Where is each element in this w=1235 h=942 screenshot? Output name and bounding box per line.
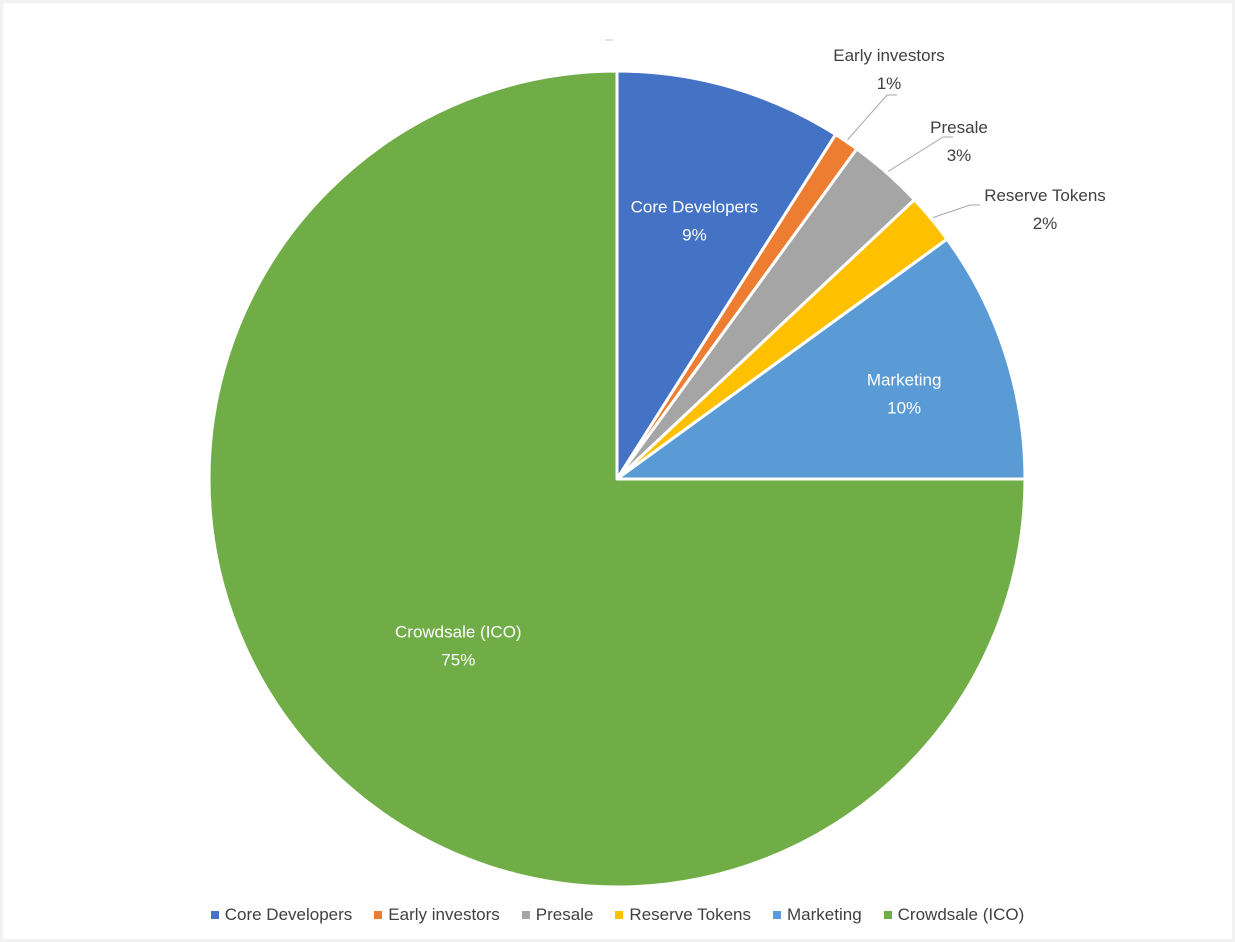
legend-item-marketing: Marketing (773, 905, 862, 925)
data-label-value: 9% (682, 226, 707, 245)
leader-line-early-investors (847, 94, 897, 141)
data-label-value: 1% (877, 74, 902, 93)
legend-item-core-developers: Core Developers (210, 905, 353, 925)
legend-label: Marketing (787, 905, 862, 924)
data-label-early-investors: Early investors 1% (833, 46, 944, 93)
data-label-value: 3% (947, 146, 972, 165)
legend-swatch (773, 911, 782, 919)
data-label-marketing: Marketing 10% (867, 371, 942, 418)
data-label-name: Core Developers (631, 198, 759, 217)
legend-label: Core Developers (224, 905, 353, 924)
legend-label: Reserve Tokens (629, 905, 752, 924)
pie-slices (207, 69, 1027, 889)
pie-slice-crowdsale-ico (207, 69, 1027, 889)
legend-swatch (521, 911, 530, 919)
legend-swatch (374, 911, 383, 919)
data-label-presale: Presale 3% (930, 118, 988, 165)
legend: Core Developers Early investors Presale Res… (0, 900, 1235, 930)
pie-slice-marketing (615, 237, 1027, 481)
data-label-name: Early investors (833, 46, 944, 65)
legend-label: Early investors (388, 905, 500, 924)
data-label-value: 75% (441, 651, 475, 670)
legend-swatch (210, 911, 219, 919)
data-label-value: 10% (887, 399, 921, 418)
legend-item-crowdsale-ico: Crowdsale (ICO) (883, 905, 1025, 925)
pie-slice-core-developers (615, 69, 838, 481)
legend-swatch (615, 911, 624, 919)
legend-item-presale: Presale (521, 905, 594, 925)
leader-lines (847, 94, 980, 219)
leader-line-reserve-tokens (932, 204, 980, 219)
data-label-crowdsale-ico: Crowdsale (ICO) 75% (395, 623, 522, 670)
legend-item-reserve-tokens: Reserve Tokens (615, 905, 751, 925)
data-label-name: Presale (930, 118, 988, 137)
legend-label: Crowdsale (ICO) (897, 905, 1025, 924)
legend-swatch (883, 911, 892, 919)
legend-label: Presale (535, 905, 594, 924)
legend-item-early-investors: Early investors (374, 905, 500, 925)
data-label-value: 2% (1033, 214, 1058, 233)
pie-chart: Core Developers 9% Early investors 1% Presal… (207, 39, 1106, 889)
data-labels: Core Developers 9% Early investors 1% Presal… (395, 46, 1106, 670)
data-label-name: Crowdsale (ICO) (395, 623, 522, 642)
data-label-core-developers: Core Developers 9% (631, 198, 759, 245)
leader-line-presale (887, 136, 953, 172)
data-label-name: Marketing (867, 371, 942, 390)
chart-area: Core Developers 9% Early investors 1% Presal… (3, 3, 1232, 939)
data-label-name: Reserve Tokens (984, 186, 1106, 205)
data-label-reserve-tokens: Reserve Tokens 2% (984, 186, 1106, 233)
